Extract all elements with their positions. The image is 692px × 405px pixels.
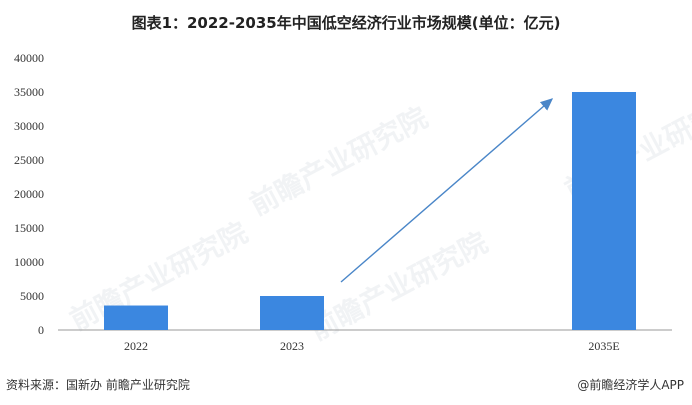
trend-arrow — [340, 98, 554, 283]
x-tick-label: 2035E — [588, 339, 619, 353]
chart-title: 图表1：2022-2035年中国低空经济行业市场规模(单位：亿元) — [131, 14, 561, 32]
y-tick-label: 20000 — [14, 187, 44, 201]
x-tick-label: 2023 — [280, 339, 304, 353]
y-tick-label: 30000 — [14, 119, 44, 133]
y-tick-label: 10000 — [14, 255, 44, 269]
y-tick-label: 15000 — [14, 221, 44, 235]
y-tick-label: 0 — [38, 323, 44, 337]
y-tick-label: 35000 — [14, 85, 44, 99]
bar — [572, 92, 636, 330]
bar — [104, 305, 168, 330]
y-tick-label: 40000 — [14, 51, 44, 65]
bar — [260, 296, 324, 330]
source-note: 资料来源：国新办 前瞻产业研究院 — [6, 378, 190, 392]
x-tick-label: 2022 — [124, 339, 148, 353]
y-tick-label: 25000 — [14, 153, 44, 167]
y-tick-label: 5000 — [20, 289, 44, 303]
brand-label: @前瞻经济学人APP — [577, 378, 684, 392]
